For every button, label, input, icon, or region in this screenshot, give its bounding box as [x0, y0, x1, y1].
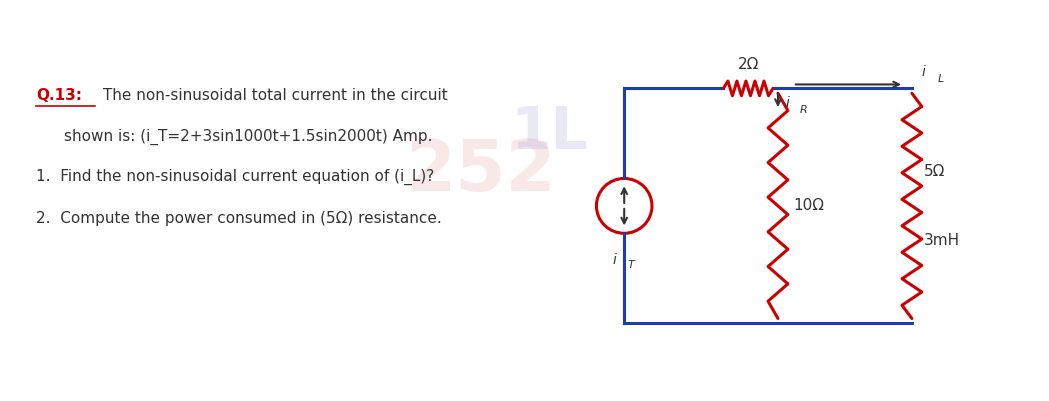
Text: Q.13:: Q.13: — [36, 88, 82, 103]
Text: 10Ω: 10Ω — [793, 198, 823, 213]
Text: 5Ω: 5Ω — [924, 164, 945, 179]
Text: 2Ω: 2Ω — [737, 57, 758, 72]
Text: The non-sinusoidal total current in the circuit: The non-sinusoidal total current in the … — [99, 88, 448, 103]
Text: i: i — [922, 65, 925, 79]
Text: shown is: (i_T=2+3sin1000t+1.5sin2000t) Amp.: shown is: (i_T=2+3sin1000t+1.5sin2000t) … — [64, 129, 432, 146]
Text: i: i — [786, 96, 790, 110]
Text: L: L — [938, 74, 944, 83]
Text: 3mH: 3mH — [924, 233, 960, 248]
Text: 1L: 1L — [511, 104, 588, 161]
Text: 2.  Compute the power consumed in (5Ω) resistance.: 2. Compute the power consumed in (5Ω) re… — [36, 211, 442, 226]
Text: i: i — [613, 253, 616, 267]
Text: T: T — [627, 259, 634, 269]
Text: 252: 252 — [405, 137, 556, 206]
Text: 1.  Find the non-sinusoidal current equation of (i_L)?: 1. Find the non-sinusoidal current equat… — [36, 168, 434, 184]
Text: R: R — [799, 105, 808, 115]
